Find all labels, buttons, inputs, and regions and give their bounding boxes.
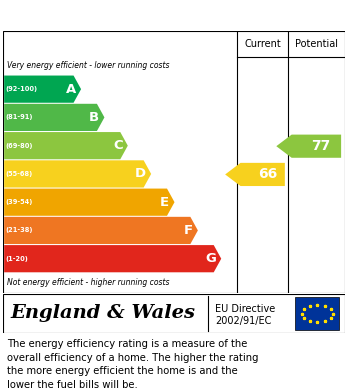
Polygon shape: [225, 163, 285, 186]
Text: 66: 66: [258, 167, 277, 181]
Text: Potential: Potential: [295, 39, 338, 49]
Text: (39-54): (39-54): [6, 199, 33, 205]
Polygon shape: [276, 135, 341, 158]
Polygon shape: [4, 217, 198, 244]
Text: (21-38): (21-38): [6, 228, 33, 233]
Text: B: B: [89, 111, 99, 124]
Text: (69-80): (69-80): [6, 143, 33, 149]
Text: (55-68): (55-68): [6, 171, 33, 177]
Text: lower the fuel bills will be.: lower the fuel bills will be.: [7, 380, 138, 390]
Text: (81-91): (81-91): [6, 115, 33, 120]
Polygon shape: [4, 188, 174, 216]
Text: D: D: [135, 167, 146, 180]
Text: C: C: [113, 139, 122, 152]
Text: Not energy efficient - higher running costs: Not energy efficient - higher running co…: [7, 278, 169, 287]
Polygon shape: [4, 245, 221, 272]
Text: EU Directive: EU Directive: [215, 304, 275, 314]
Text: The energy efficiency rating is a measure of the: The energy efficiency rating is a measur…: [7, 339, 247, 350]
Text: the more energy efficient the home is and the: the more energy efficient the home is an…: [7, 366, 238, 377]
Text: G: G: [205, 252, 216, 265]
Text: (1-20): (1-20): [6, 256, 29, 262]
Text: F: F: [183, 224, 193, 237]
Polygon shape: [4, 104, 104, 131]
Bar: [295, 297, 339, 330]
Text: England & Wales: England & Wales: [10, 305, 195, 323]
Text: Energy Efficiency Rating: Energy Efficiency Rating: [10, 7, 220, 23]
Text: Very energy efficient - lower running costs: Very energy efficient - lower running co…: [7, 61, 169, 70]
Text: A: A: [65, 83, 76, 96]
Text: (92-100): (92-100): [6, 86, 38, 92]
Polygon shape: [4, 75, 81, 103]
Polygon shape: [4, 160, 151, 188]
Text: 2002/91/EC: 2002/91/EC: [215, 316, 271, 326]
Text: E: E: [160, 196, 169, 209]
Polygon shape: [4, 132, 128, 159]
Text: 77: 77: [311, 139, 331, 153]
Text: overall efficiency of a home. The higher the rating: overall efficiency of a home. The higher…: [7, 353, 259, 363]
Text: Current: Current: [244, 39, 281, 49]
